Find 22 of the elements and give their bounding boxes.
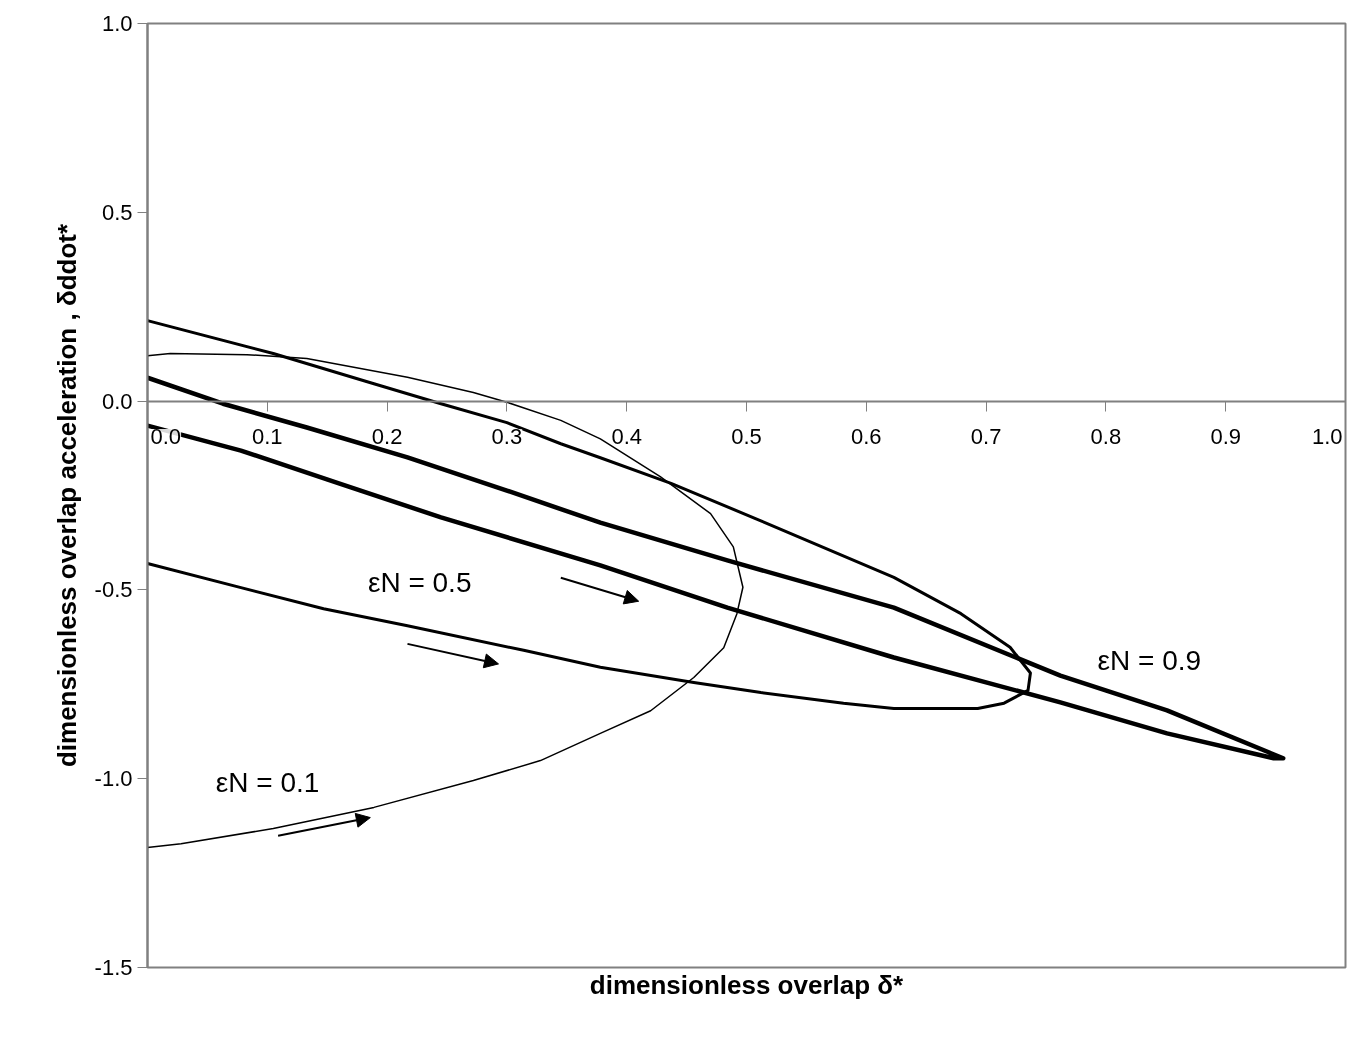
x-tick-label: 0.9	[1210, 424, 1241, 450]
y-axis-title: dimensionless overlap acceleration , δddot*	[51, 223, 82, 768]
x-tick-label: 0.7	[970, 424, 1002, 450]
x-tick-label: 0.1	[252, 424, 283, 450]
x-tick-label: 0.6	[851, 424, 882, 450]
y-tick-label: -1.5	[94, 955, 133, 980]
series-label: εN = 0.1	[215, 766, 320, 798]
x-tick-label: 0.2	[371, 424, 403, 450]
x-tick-label: 0.0	[150, 424, 182, 450]
series-label: εN = 0.9	[1097, 645, 1202, 677]
x-tick-label: 0.5	[731, 424, 762, 450]
series-label: εN = 0.5	[367, 566, 472, 598]
x-tick-label: 0.3	[491, 424, 523, 450]
y-tick-label: -1.0	[94, 766, 133, 792]
x-tick-label: 0.4	[611, 424, 642, 450]
y-tick-label: 0.0	[101, 388, 133, 414]
x-tick-label: 1.0	[1311, 424, 1343, 450]
y-tick-label: 1.0	[101, 11, 133, 36]
y-tick-label: 0.5	[101, 199, 133, 225]
y-tick-label: -0.5	[94, 577, 133, 603]
x-axis-title: dimensionless overlap δ*	[589, 969, 905, 1000]
x-tick-label: 0.8	[1090, 424, 1122, 450]
